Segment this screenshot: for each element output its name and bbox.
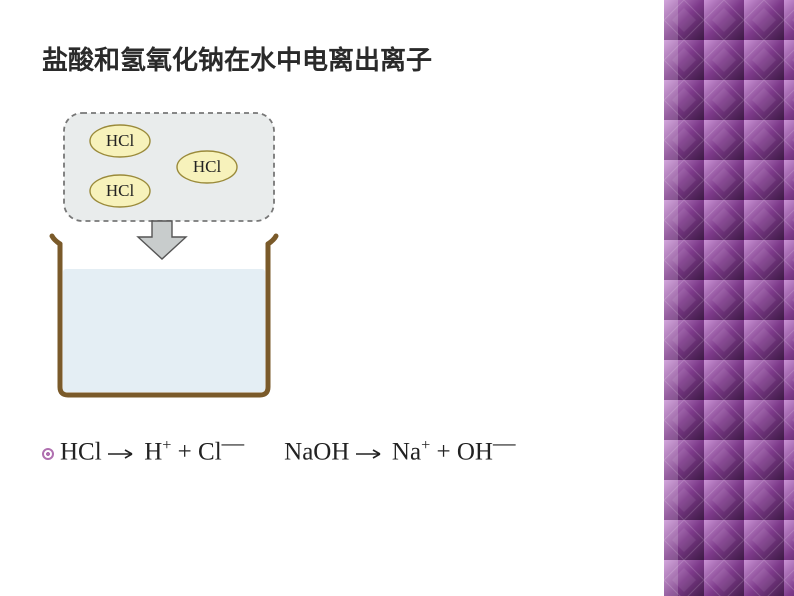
eq-ion-a-charge: +	[421, 436, 430, 454]
slide-content: 盐酸和氢氧化钠在水中电离出离子 HClHClHCl HCl H+ + Cl— N…	[0, 0, 664, 596]
left-beaker-svg: HCl HCl HCl	[42, 99, 292, 399]
slide-title: 盐酸和氢氧化钠在水中电离出离子	[42, 40, 634, 77]
svg-text:HCl: HCl	[193, 157, 222, 176]
eq-ion-a-charge: +	[162, 436, 171, 454]
svg-text:HCl: HCl	[106, 181, 135, 200]
right-beaker-svg	[358, 99, 608, 399]
sidebar-pattern	[664, 0, 794, 596]
left-beaker-diagram: HCl HCl HCl	[42, 99, 318, 404]
arrow-icon	[356, 448, 386, 460]
bullet-icon	[42, 448, 54, 460]
eq-ion-b: Cl	[198, 438, 222, 465]
arrow-icon	[108, 448, 138, 460]
eq-ion-b-charge: —	[222, 430, 245, 455]
eq-ion-a: H	[144, 438, 162, 465]
svg-text:HCl: HCl	[106, 131, 135, 150]
eq-ion-b: OH	[457, 438, 493, 465]
equation-hcl: HCl H+ + Cl—	[42, 430, 244, 466]
diagram-row: HCl HCl HCl	[42, 99, 634, 404]
eq-lhs: HCl	[60, 438, 102, 465]
equations-row: HCl H+ + Cl— NaOH Na+ + OH—	[42, 430, 634, 466]
equation-naoh: NaOH Na+ + OH—	[284, 430, 515, 466]
eq-lhs: NaOH	[284, 438, 349, 465]
eq-ion-a: Na	[392, 438, 421, 465]
eq-ion-b-charge: —	[493, 430, 516, 455]
decorative-sidebar	[664, 0, 794, 596]
right-beaker-diagram	[358, 99, 634, 404]
